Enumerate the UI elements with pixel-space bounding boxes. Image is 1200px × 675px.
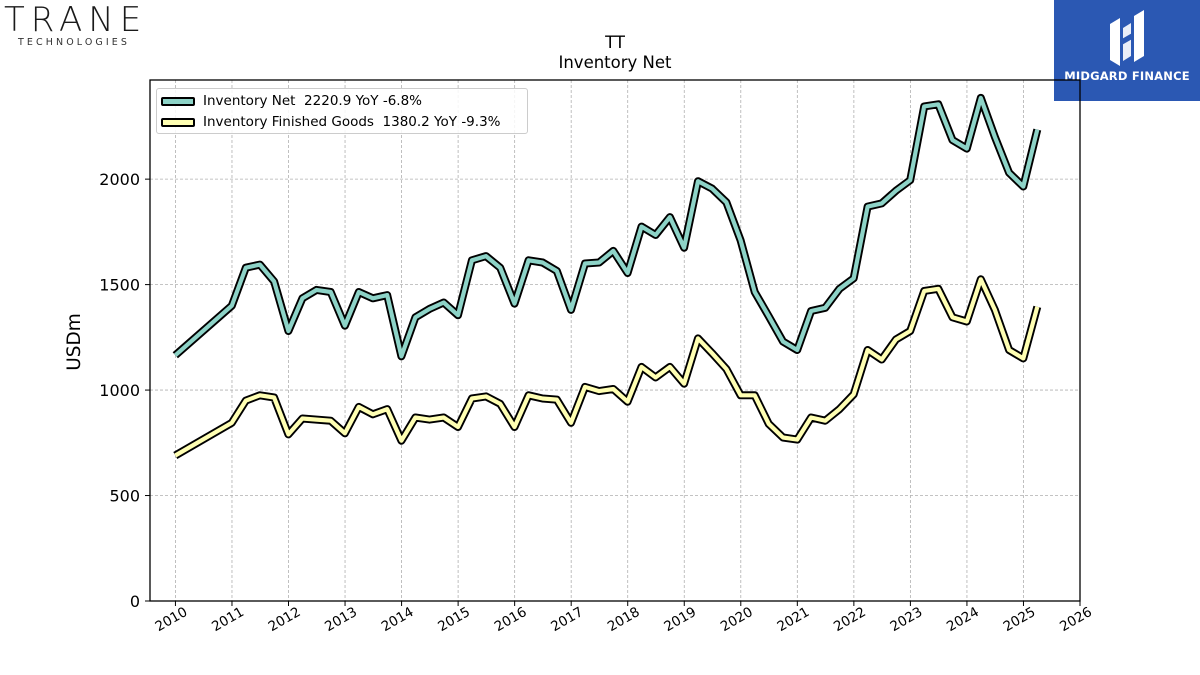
y-axis-label: USDm [64,313,85,371]
legend-label-inventory-finished-goods: Inventory Finished Goods 1380.2 YoY -9.3… [203,114,501,130]
legend-swatch-inventory-net [161,96,195,106]
y-axis: 0 500 1000 1500 2000 [99,170,150,611]
x-tick-label: 2021 [774,604,812,635]
x-tick-label: 2024 [944,604,982,635]
y-tick-label: 0 [130,592,140,611]
chart-subtitle: Inventory Net [558,53,672,72]
x-tick-label: 2018 [605,604,643,635]
trane-logo-subtitle: TECHNOLOGIES [18,37,130,48]
series-lines [172,93,1042,459]
x-tick-label: 2016 [492,604,530,635]
y-tick-label: 1000 [99,381,140,400]
x-tick-label: 2017 [548,604,586,635]
midgard-finance-logo: MIDGARD FINANCE [1054,0,1200,101]
legend-swatch-inventory-finished-goods [161,117,195,127]
x-tick-label: 2019 [661,604,699,635]
y-tick-label: 500 [109,487,140,506]
chart-title: TT [604,33,626,52]
x-tick-label: 2013 [322,604,360,635]
series-outline-inventory-finished-goods [173,275,1042,459]
x-tick-label: 2011 [209,604,247,635]
x-tick-label: 2022 [831,604,869,635]
trane-technologies-logo: TRANE TECHNOLOGIES [0,0,160,52]
legend-label-inventory-net: Inventory Net 2220.9 YoY -6.8% [203,93,422,109]
x-tick-label: 2014 [379,604,417,635]
x-axis: 2010 2011 2012 2013 2014 2015 2016 2017 2018 2019… [153,601,1095,635]
x-tick-label: 2012 [266,604,304,635]
x-tick-label: 2026 [1057,604,1095,635]
trane-logo-wordmark: TRANE [4,0,148,40]
series-outline-inventory-net [172,93,1042,361]
chart-legend: Inventory Net 2220.9 YoY -6.8% Inventory… [156,88,528,134]
series-line-inventory-finished-goods [174,277,1040,458]
legend-item-inventory-finished-goods: Inventory Finished Goods 1380.2 YoY -9.3… [161,112,500,132]
legend-item-inventory-net: Inventory Net 2220.9 YoY -6.8% [161,91,422,111]
x-tick-label: 2020 [718,604,756,635]
y-tick-label: 1500 [99,276,140,295]
midgard-logo-text: MIDGARD FINANCE [1064,69,1190,83]
plot-frame [149,79,1081,602]
x-tick-label: 2025 [1001,604,1039,635]
midgard-logo-icon [1110,10,1144,66]
grid-lines [150,80,1081,602]
x-tick-label: 2015 [435,604,473,635]
series-line-inventory-net [173,95,1040,359]
y-tick-label: 2000 [99,170,140,189]
x-tick-label: 2023 [888,604,926,635]
x-tick-label: 2010 [153,604,191,635]
